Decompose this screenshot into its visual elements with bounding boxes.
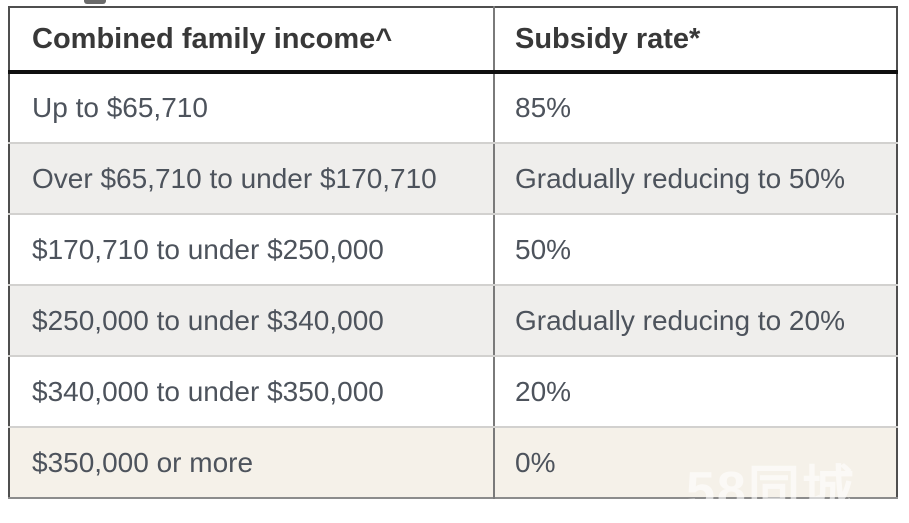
table-row: $250,000 to under $340,000 Gradually redu… <box>9 285 897 357</box>
table-header-row: Combined family income^ Subsidy rate* <box>9 7 897 74</box>
rate-cell: Gradually reducing to 50% <box>493 143 897 215</box>
income-cell: $170,710 to under $250,000 <box>9 214 494 286</box>
income-cell: Up to $65,710 <box>9 72 494 144</box>
table-row: $340,000 to under $350,000 20% <box>9 356 897 428</box>
table-row: $170,710 to under $250,000 50% <box>9 214 897 286</box>
rate-cell: 50% <box>493 214 897 286</box>
column-header-subsidy-rate: Subsidy rate* <box>493 7 897 74</box>
table-header: Combined family income^ Subsidy rate* <box>9 7 897 74</box>
income-cell: $350,000 or more <box>9 427 494 498</box>
rate-cell: Gradually reducing to 20% <box>493 285 897 357</box>
table-row: $350,000 or more 0% <box>9 427 897 498</box>
income-cell: Over $65,710 to under $170,710 <box>9 143 494 215</box>
table-row: Up to $65,710 85% <box>9 72 897 144</box>
column-header-combined-family-income: Combined family income^ <box>9 7 494 74</box>
cropped-text-fragment <box>84 0 106 4</box>
rate-cell: 85% <box>493 72 897 144</box>
rate-cell: 0% <box>493 427 897 498</box>
subsidy-rate-table: Combined family income^ Subsidy rate* Up… <box>8 6 898 499</box>
income-cell: $340,000 to under $350,000 <box>9 356 494 428</box>
income-cell: $250,000 to under $340,000 <box>9 285 494 357</box>
rate-cell: 20% <box>493 356 897 428</box>
table-body: Up to $65,710 85% Over $65,710 to under $1… <box>9 72 897 498</box>
table-row: Over $65,710 to under $170,710 Gradually … <box>9 143 897 215</box>
